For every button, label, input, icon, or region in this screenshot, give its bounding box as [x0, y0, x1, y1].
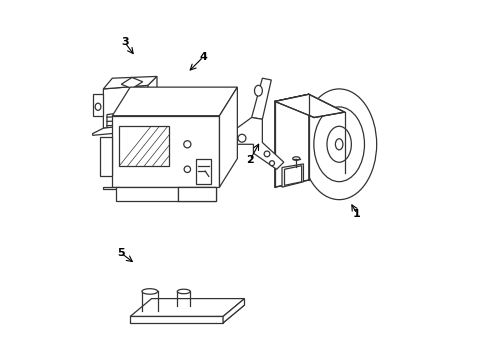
Polygon shape [100, 137, 112, 176]
Polygon shape [178, 187, 216, 202]
Polygon shape [196, 158, 210, 184]
Polygon shape [251, 78, 271, 119]
Polygon shape [130, 305, 244, 323]
Ellipse shape [142, 289, 157, 294]
Ellipse shape [177, 289, 190, 294]
Polygon shape [119, 126, 169, 166]
Text: 3: 3 [121, 37, 128, 48]
Polygon shape [274, 94, 344, 117]
Polygon shape [130, 298, 244, 316]
Polygon shape [223, 298, 244, 323]
Polygon shape [284, 166, 301, 185]
Polygon shape [274, 94, 344, 117]
Polygon shape [103, 187, 119, 189]
Ellipse shape [269, 161, 274, 166]
Ellipse shape [301, 89, 376, 200]
Ellipse shape [95, 103, 101, 111]
Polygon shape [130, 316, 223, 323]
Ellipse shape [254, 85, 262, 96]
Text: 4: 4 [199, 52, 207, 62]
Ellipse shape [264, 151, 269, 157]
Polygon shape [226, 117, 283, 169]
Text: 5: 5 [117, 248, 125, 258]
Polygon shape [103, 85, 148, 128]
Ellipse shape [238, 134, 245, 142]
Polygon shape [274, 94, 308, 187]
Polygon shape [148, 76, 157, 123]
Polygon shape [121, 77, 142, 89]
Polygon shape [112, 116, 219, 187]
Polygon shape [93, 94, 103, 116]
Polygon shape [112, 87, 237, 116]
Polygon shape [93, 117, 159, 135]
Polygon shape [116, 187, 216, 202]
Text: 2: 2 [245, 156, 253, 165]
Text: 1: 1 [352, 209, 360, 219]
Polygon shape [219, 87, 237, 187]
Polygon shape [282, 164, 303, 187]
Polygon shape [274, 94, 308, 187]
Polygon shape [103, 76, 157, 89]
Polygon shape [107, 112, 124, 128]
